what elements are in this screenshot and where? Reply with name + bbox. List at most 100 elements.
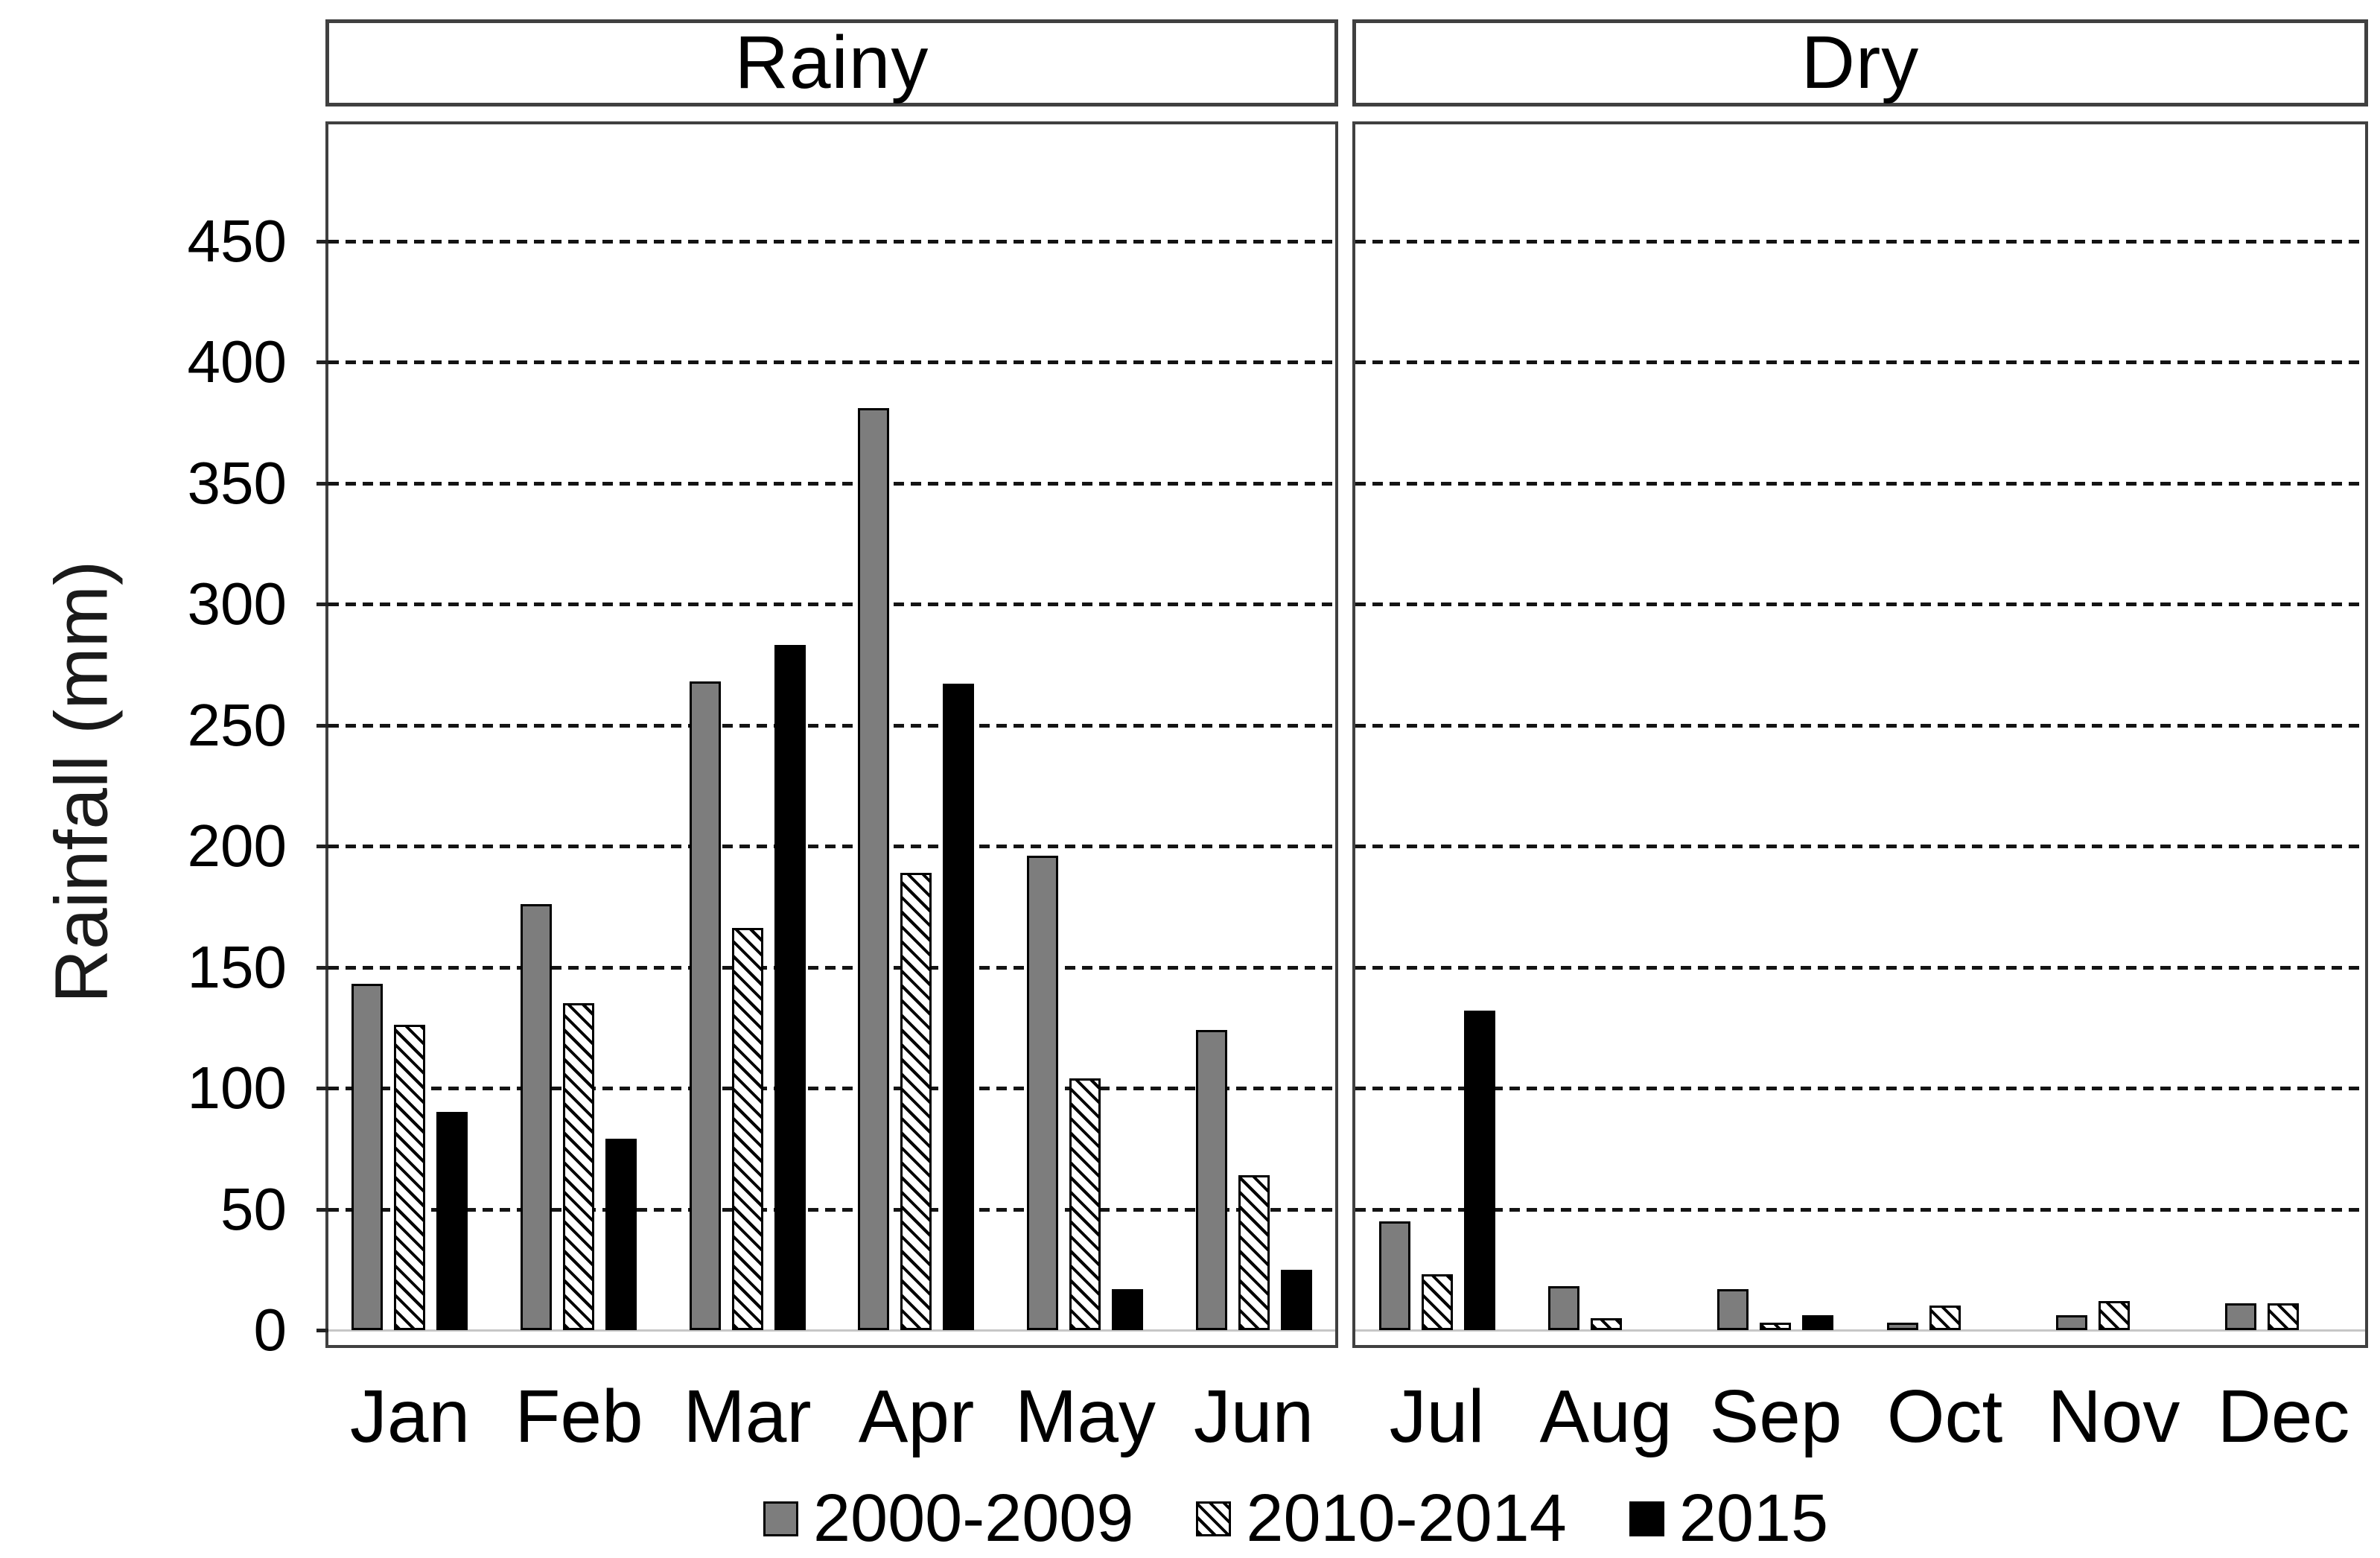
x-label-may: May (1015, 1375, 1156, 1458)
y-tick-label-250: 250 (187, 692, 287, 758)
y-tick-mark-50 (316, 1208, 328, 1212)
y-tick-label-300: 300 (187, 570, 287, 637)
bar-nov-2000-2009 (2056, 1315, 2087, 1330)
season-header-dry-label: Dry (1801, 21, 1920, 104)
bar-jun-2015 (1281, 1270, 1312, 1330)
bar-sep-2010-2014 (1760, 1323, 1791, 1330)
gridline-350-dry (1355, 482, 2365, 486)
gridline-450-dry (1355, 240, 2365, 244)
bar-jan-2010-2014 (394, 1025, 425, 1330)
gridline-150-dry (1355, 966, 2365, 970)
bar-may-2015 (1112, 1289, 1143, 1330)
gridline-250-dry (1355, 724, 2365, 728)
y-tick-mark-350 (316, 482, 328, 486)
bar-jan-2015 (436, 1112, 468, 1330)
gridline-400-dry (1355, 360, 2365, 364)
plot-panel-rainy (325, 121, 1338, 1348)
season-header-rainy: Rainy (325, 19, 1338, 106)
y-tick-label-150: 150 (187, 934, 287, 1000)
bar-jul-2000-2009 (1379, 1221, 1410, 1330)
bar-sep-2015 (1802, 1315, 1833, 1330)
chart-legend: 2000-2009 2010-2014 2015 (223, 1481, 2368, 1557)
x-label-nov: Nov (2047, 1375, 2180, 1458)
x-label-feb: Feb (515, 1375, 643, 1458)
bar-mar-2000-2009 (690, 681, 721, 1330)
y-tick-mark-100 (316, 1087, 328, 1090)
legend-item-2010-2014: 2010-2014 (1196, 1481, 1567, 1557)
bar-feb-2015 (605, 1139, 637, 1330)
bar-dec-2000-2009 (2225, 1303, 2256, 1330)
legend-item-2000-2009: 2000-2009 (763, 1481, 1133, 1557)
y-tick-mark-0 (316, 1329, 328, 1332)
x-label-mar: Mar (683, 1375, 812, 1458)
y-tick-label-400: 400 (187, 328, 287, 395)
y-axis-title: Rainfall (mm) (39, 560, 124, 1004)
gridline-150-rainy (328, 966, 1335, 970)
legend-label: 2015 (1679, 1481, 1829, 1556)
x-label-jan: Jan (349, 1375, 471, 1458)
gridline-50-dry (1355, 1208, 2365, 1212)
zero-baseline-rainy (328, 1329, 1335, 1332)
bar-oct-2010-2014 (1929, 1306, 1961, 1330)
bar-apr-2000-2009 (858, 408, 889, 1330)
x-label-jul: Jul (1389, 1375, 1485, 1458)
bar-aug-2000-2009 (1548, 1286, 1579, 1330)
bar-jun-2010-2014 (1238, 1175, 1270, 1330)
y-tick-mark-300 (316, 602, 328, 606)
gridline-200-rainy (328, 845, 1335, 848)
x-label-dec: Dec (2217, 1375, 2350, 1458)
y-tick-mark-150 (316, 966, 328, 970)
gridline-100-rainy (328, 1087, 1335, 1090)
bar-apr-2015 (943, 684, 974, 1330)
bar-jul-2015 (1464, 1011, 1495, 1330)
legend-label: 2000-2009 (812, 1481, 1134, 1556)
x-label-oct: Oct (1886, 1375, 2003, 1458)
legend-item-2015: 2015 (1629, 1481, 1828, 1557)
bar-may-2010-2014 (1069, 1078, 1101, 1330)
legend-swatch-hatched-icon (1196, 1501, 1232, 1536)
gridline-300-rainy (328, 602, 1335, 606)
plot-panel-dry (1352, 121, 2368, 1348)
season-header-dry: Dry (1352, 19, 2368, 106)
y-tick-label-100: 100 (187, 1055, 287, 1121)
bar-apr-2010-2014 (900, 873, 932, 1330)
gridline-300-dry (1355, 602, 2365, 606)
gridline-50-rainy (328, 1208, 1335, 1212)
bar-feb-2000-2009 (521, 904, 552, 1330)
y-tick-mark-400 (316, 360, 328, 364)
x-label-aug: Aug (1539, 1375, 1673, 1458)
gridline-350-rainy (328, 482, 1335, 486)
season-header-rainy-label: Rainy (734, 21, 929, 104)
bar-sep-2000-2009 (1717, 1289, 1749, 1330)
gridline-200-dry (1355, 845, 2365, 848)
y-tick-label-350: 350 (187, 450, 287, 516)
x-label-sep: Sep (1709, 1375, 1842, 1458)
bar-aug-2010-2014 (1591, 1318, 1622, 1330)
x-label-apr: Apr (858, 1375, 975, 1458)
legend-swatch-black-icon (1629, 1501, 1664, 1536)
zero-baseline-dry (1355, 1329, 2365, 1332)
bar-may-2000-2009 (1027, 856, 1058, 1330)
bar-mar-2010-2014 (732, 928, 763, 1330)
y-tick-label-50: 50 (220, 1176, 287, 1242)
gridline-250-rainy (328, 724, 1335, 728)
bar-jun-2000-2009 (1196, 1030, 1227, 1330)
legend-label: 2010-2014 (1246, 1481, 1567, 1556)
y-tick-label-0: 0 (253, 1297, 287, 1363)
bar-jan-2000-2009 (351, 984, 383, 1330)
y-tick-label-450: 450 (187, 208, 287, 274)
bar-mar-2015 (774, 645, 806, 1330)
gridline-450-rainy (328, 240, 1335, 244)
bar-jul-2010-2014 (1422, 1274, 1453, 1330)
bar-dec-2010-2014 (2268, 1303, 2299, 1330)
bar-feb-2010-2014 (563, 1003, 594, 1330)
y-tick-mark-450 (316, 240, 328, 244)
bar-nov-2010-2014 (2099, 1301, 2130, 1330)
legend-swatch-gray-icon (763, 1501, 798, 1536)
y-tick-mark-250 (316, 724, 328, 728)
y-tick-mark-200 (316, 845, 328, 848)
gridline-400-rainy (328, 360, 1335, 364)
bar-oct-2000-2009 (1887, 1323, 1918, 1330)
x-label-jun: Jun (1193, 1375, 1314, 1458)
